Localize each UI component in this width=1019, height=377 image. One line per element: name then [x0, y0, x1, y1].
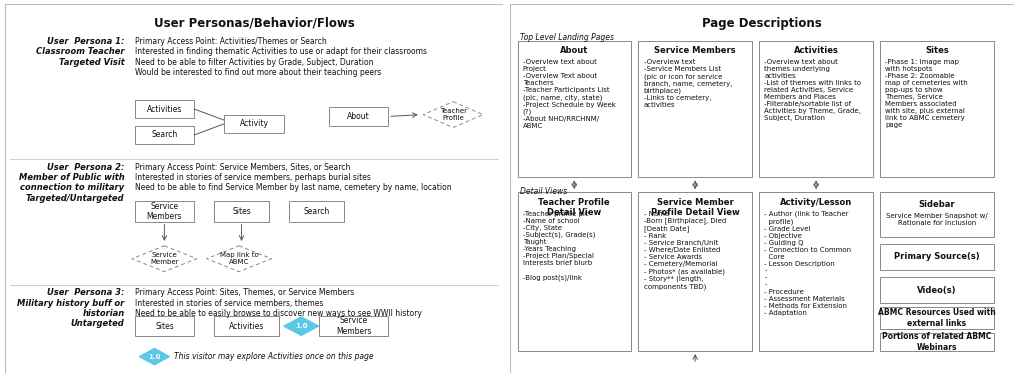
- Text: Activity/Lesson: Activity/Lesson: [780, 198, 852, 207]
- Text: Map link to
ABMC: Map link to ABMC: [219, 252, 258, 265]
- Text: Sites: Sites: [924, 46, 948, 55]
- Bar: [214, 201, 269, 222]
- Text: -Phase 1: Image map
with hotspots
-Phase 2: Zoomable
map of cemeteries with
pop-: -Phase 1: Image map with hotspots -Phase…: [884, 59, 967, 128]
- Text: Activities: Activities: [793, 46, 838, 55]
- Text: Page Descriptions: Page Descriptions: [701, 17, 821, 30]
- Text: User Personas/Behavior/Flows: User Personas/Behavior/Flows: [154, 17, 354, 30]
- Text: Search: Search: [151, 130, 177, 139]
- Bar: [135, 126, 194, 144]
- Text: -Teacher profile pic
-Name of school
-City, State
-Subject(s), Grade(s)
Taught
-: -Teacher profile pic -Name of school -Ci…: [522, 211, 594, 280]
- Text: -Overview text
-Service Members List
(pic or icon for service
branch, name, ceme: -Overview text -Service Members List (pi…: [643, 59, 732, 108]
- Bar: [517, 41, 631, 178]
- Text: This visitor may explore Activities once on this page: This visitor may explore Activities once…: [174, 352, 374, 361]
- Text: Service
Members: Service Members: [335, 316, 371, 336]
- Bar: [879, 277, 993, 303]
- Text: Primary Source(s): Primary Source(s): [894, 252, 979, 261]
- Text: User  Persona 2:
Member of Public with
connection to military
Targeted/Untargete: User Persona 2: Member of Public with co…: [18, 162, 124, 203]
- Polygon shape: [283, 317, 318, 336]
- Text: Primary Access Point: Activities/Themes or Search
Interested in finding thematic: Primary Access Point: Activities/Themes …: [135, 37, 426, 77]
- Text: Service Members: Service Members: [654, 46, 736, 55]
- Text: Service
Members: Service Members: [147, 202, 182, 221]
- Text: Service Member
Profile Detail View: Service Member Profile Detail View: [650, 198, 739, 217]
- Bar: [638, 192, 751, 351]
- Bar: [879, 244, 993, 270]
- Text: Teacher
Profile: Teacher Profile: [439, 108, 466, 121]
- Text: Teacher Profile
Detail View: Teacher Profile Detail View: [538, 198, 609, 217]
- Text: Portions of related ABMC
Webinars: Portions of related ABMC Webinars: [881, 332, 990, 351]
- Text: About: About: [559, 46, 588, 55]
- Bar: [135, 316, 194, 336]
- Text: Primary Access Point: Sites, Themes, or Service Members
Interested in stories of: Primary Access Point: Sites, Themes, or …: [135, 288, 421, 318]
- Bar: [517, 192, 631, 351]
- Bar: [759, 192, 872, 351]
- Bar: [135, 100, 194, 118]
- Text: User  Persona 1:
Classroom Teacher
Targeted Visit: User Persona 1: Classroom Teacher Target…: [36, 37, 124, 67]
- Text: Activities: Activities: [228, 322, 264, 331]
- Text: -Overview text about
Project
-Overview Text about
Teachers
-Teacher Participants: -Overview text about Project -Overview T…: [522, 59, 614, 129]
- Text: Video(s): Video(s): [916, 286, 956, 294]
- Text: 1.0: 1.0: [294, 323, 307, 329]
- Text: Primary Access Point: Service Members, Sites, or Search
Interested in stories of: Primary Access Point: Service Members, S…: [135, 162, 450, 192]
- Bar: [759, 41, 872, 178]
- Bar: [318, 316, 388, 336]
- Text: About: About: [346, 112, 370, 121]
- Polygon shape: [140, 348, 169, 365]
- Text: - Name
-Born [Birthplace], Died
[Death Date]
- Rank
- Service Branch/Unit
- Wher: - Name -Born [Birthplace], Died [Death D…: [643, 211, 726, 290]
- Text: - Author (link to Teacher
  profile)
- Grade Level
- Objective
- Guiding Q
- Con: - Author (link to Teacher profile) - Gra…: [763, 211, 851, 316]
- Text: 1.0: 1.0: [148, 354, 161, 360]
- Text: Activity: Activity: [239, 120, 268, 128]
- Bar: [328, 107, 388, 126]
- Bar: [879, 333, 993, 351]
- Bar: [879, 192, 993, 236]
- Text: Search: Search: [303, 207, 329, 216]
- Bar: [214, 316, 278, 336]
- Text: Sidebar: Sidebar: [918, 199, 955, 208]
- Bar: [879, 41, 993, 178]
- Bar: [879, 307, 993, 329]
- Text: -Overview text about
themes underlying
activities
-List of themes with links to
: -Overview text about themes underlying a…: [763, 59, 861, 121]
- Text: Sites: Sites: [232, 207, 251, 216]
- Text: ABMC Resources Used with
external links: ABMC Resources Used with external links: [877, 308, 995, 328]
- Text: Activities: Activities: [147, 104, 182, 113]
- Text: Service
Member: Service Member: [150, 252, 178, 265]
- Bar: [288, 201, 343, 222]
- Bar: [135, 201, 194, 222]
- Text: Service Member Snapshot w/
Rationale for Inclusion: Service Member Snapshot w/ Rationale for…: [886, 213, 987, 225]
- Text: Sites: Sites: [155, 322, 173, 331]
- Bar: [638, 41, 751, 178]
- Text: Detail Views: Detail Views: [520, 187, 567, 196]
- Text: User  Persona 3:
Military history buff or
historian
Untargeted: User Persona 3: Military history buff or…: [17, 288, 124, 328]
- Bar: [224, 115, 283, 133]
- Text: Top Level Landing Pages: Top Level Landing Pages: [520, 33, 613, 42]
